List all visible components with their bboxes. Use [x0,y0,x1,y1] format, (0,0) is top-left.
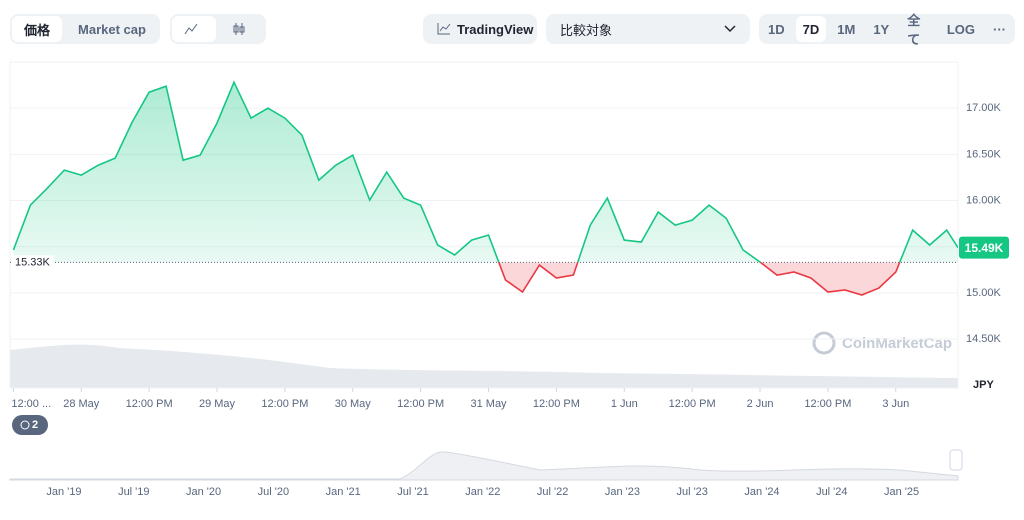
watermark-text: CoinMarketCap [842,335,952,352]
range-btn[interactable]: 7D [795,16,827,42]
badge-icon [20,420,30,430]
x-tick-label: 2 Jun [747,398,774,410]
market-cap-btn[interactable]: Market cap [78,21,146,37]
x-tick-label: 3 Jun [882,398,909,410]
x-tick-label: 12:00 PM [669,398,716,410]
type-toggle: 価格 Market cap [10,14,160,44]
navigator-label: Jan '20 [186,486,221,498]
baseline-label: 15.33K [15,256,51,268]
navigator-label: Jan '22 [465,486,500,498]
currency-label: JPY [973,379,994,391]
y-tick-label: 15.50K [966,241,1002,253]
watermark: CoinMarketCap [812,331,952,355]
badge-text: 2 [32,419,38,431]
navigator-label: Jan '23 [605,486,640,498]
more-btn[interactable]: ··· [993,21,1006,37]
navigator-label: Jul '19 [118,486,149,498]
current-price-label: 15.49K [965,241,1004,255]
x-tick-label: 1 Jun [611,398,638,410]
badge[interactable] [12,415,48,435]
y-tick-label: 17.00K [966,102,1002,114]
tradingview-label: TradingView [457,21,534,37]
tradingview-btn[interactable]: TradingView [423,14,537,44]
navigator-label: Jan '21 [326,486,361,498]
style-toggle [170,14,266,44]
x-tick-label: 12:00 PM [533,398,580,410]
x-tick-label: 12:00 ... [11,398,51,410]
y-tick-label: 15.00K [966,287,1002,299]
navigator-label: Jan '25 [884,486,919,498]
x-tick-label: 29 May [199,398,236,410]
navigator-frame [10,440,958,480]
price-btn[interactable]: 価格 [12,16,63,42]
area-above [13,82,958,263]
candle-btn[interactable] [220,16,264,42]
area-below [498,262,900,295]
navigator-label: Jul '22 [537,486,568,498]
x-tick-label: 12:00 PM [261,398,308,410]
log-btn[interactable]: LOG [946,21,975,37]
current-price-tag [959,236,1009,259]
navigator-label: Jul '21 [397,486,428,498]
navigator-label: Jul '20 [258,486,289,498]
compare-label: 比較対象 [560,22,613,38]
x-tick-label: 12:00 PM [804,398,851,410]
range-btn[interactable]: 全て [907,13,921,47]
y-tick-label: 16.00K [966,194,1002,206]
plot-frame [9,61,959,389]
x-tick-label: 28 May [63,398,100,410]
navigator-handle[interactable] [949,449,963,471]
baseline-label-bg [12,255,54,270]
compare-select[interactable]: 比較対象 [546,14,750,44]
y-tick-label: 16.50K [966,148,1002,160]
navigator-label: Jan '19 [46,486,81,498]
range-btn[interactable]: 1D [768,21,785,37]
range-toggle: 1D 7D 1M 1Y 全て LOG ··· [759,13,1015,47]
y-tick-label: 14.50K [966,333,1002,345]
volume-area [10,344,958,388]
range-btn[interactable]: 1Y [873,21,890,37]
navigator-label: Jan '24 [744,486,779,498]
x-tick-label: 31 May [470,398,507,410]
price-line [12,80,958,263]
x-tick-label: 30 May [335,398,372,410]
range-btn[interactable]: 1M [837,21,856,37]
x-tick-label: 12:00 PM [126,398,173,410]
navigator-label: Jul '23 [676,486,707,498]
navigator-label: Jul '24 [816,486,847,498]
line-btn[interactable] [172,16,216,42]
navigator-area [9,451,959,481]
price-line-below [497,262,901,296]
x-tick-label: 12:00 PM [397,398,444,410]
